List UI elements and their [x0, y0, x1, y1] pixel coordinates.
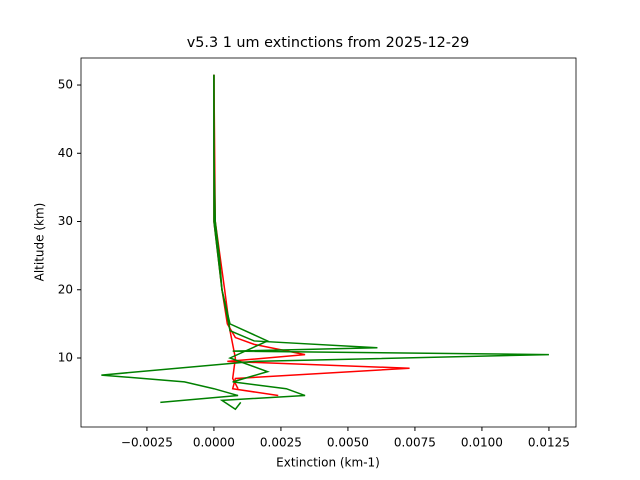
x-tick-label: 0.0050: [327, 436, 369, 450]
x-tick-label: 0.0125: [528, 436, 570, 450]
profile-line: [101, 74, 549, 404]
profile-line: [213, 74, 410, 397]
y-tick-label: 30: [58, 214, 73, 228]
chart-title: v5.3 1 um extinctions from 2025-12-29: [187, 35, 470, 51]
y-tick-label: 40: [58, 146, 73, 160]
x-axis-label: Extinction (km-1): [276, 456, 380, 470]
profile-line: [213, 74, 239, 390]
x-tick-label: 0.0100: [461, 436, 503, 450]
y-tick-label: 20: [58, 282, 73, 296]
x-tick-label: 0.0075: [394, 436, 436, 450]
x-tick-label: 0.0000: [193, 436, 235, 450]
plot-frame: [80, 57, 577, 428]
y-tick-label: 50: [58, 78, 73, 92]
y-tick-label: 10: [58, 351, 73, 365]
x-tick-label: 0.0025: [260, 436, 302, 450]
profile-line: [213, 74, 306, 411]
y-axis-label: Altitude (km): [33, 203, 47, 282]
x-tick-label: −0.0025: [121, 436, 173, 450]
